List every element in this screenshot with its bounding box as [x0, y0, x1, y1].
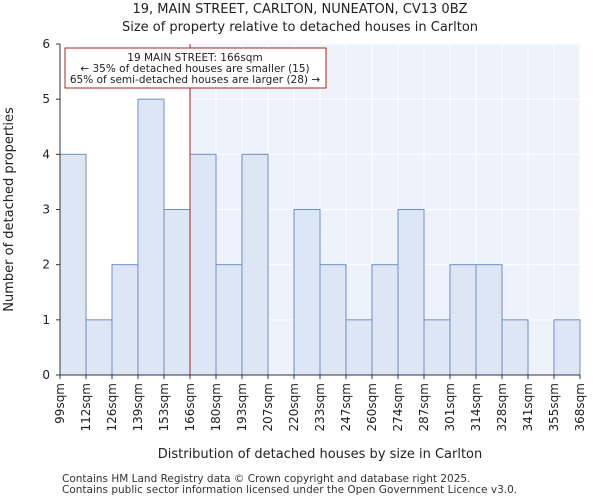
- bar-274sqm: [397, 209, 425, 376]
- x-tick-label-193sqm: 193sqm: [235, 383, 249, 431]
- x-tick-label-328sqm: 328sqm: [495, 383, 509, 431]
- y-tick-label-4: 4: [42, 147, 50, 161]
- bar-247sqm: [345, 319, 373, 376]
- bar-301sqm: [449, 264, 477, 376]
- x-tick-label-287sqm: 287sqm: [417, 383, 431, 431]
- x-tick-label-274sqm: 274sqm: [391, 383, 405, 431]
- annotation-line-3: 65% of semi-detached houses are larger (…: [70, 74, 321, 86]
- x-tick-label-301sqm: 301sqm: [443, 383, 457, 431]
- bar-99sqm: [59, 153, 87, 376]
- bar-180sqm: [215, 264, 243, 376]
- x-tick-label-368sqm: 368sqm: [573, 383, 587, 431]
- chart-subtitle: Size of property relative to detached ho…: [121, 20, 479, 35]
- x-tick-label-260sqm: 260sqm: [365, 383, 379, 431]
- y-tick-label-1: 1: [42, 313, 50, 327]
- bar-166sqm: [189, 153, 217, 376]
- y-axis-label: Number of detached properties: [2, 107, 17, 312]
- footer-line-2: Contains public sector information licen…: [62, 484, 518, 496]
- bar-139sqm: [137, 98, 165, 376]
- bar-126sqm: [111, 264, 139, 376]
- y-tick-label-0: 0: [42, 368, 50, 382]
- x-tick-label-220sqm: 220sqm: [287, 383, 301, 431]
- bar-220sqm: [293, 209, 321, 376]
- bar-314sqm: [475, 264, 503, 376]
- bar-260sqm: [371, 264, 399, 376]
- x-tick-label-112sqm: 112sqm: [79, 383, 93, 431]
- annotation-line-2: ← 35% of detached houses are smaller (15…: [80, 63, 309, 75]
- footer-line-1: Contains HM Land Registry data © Crown c…: [62, 473, 471, 485]
- annotation-box: 19 MAIN STREET: 166sqm ← 35% of detached…: [64, 47, 327, 89]
- x-tick-label-314sqm: 314sqm: [469, 383, 483, 431]
- x-tick-label-247sqm: 247sqm: [339, 383, 353, 431]
- chart-title: 19, MAIN STREET, CARLTON, NUNEATON, CV13…: [132, 2, 468, 17]
- y-tick-label-3: 3: [42, 203, 50, 217]
- y-tick-label-6: 6: [42, 37, 50, 51]
- x-tick-label-233sqm: 233sqm: [313, 383, 327, 431]
- bar-153sqm: [163, 209, 191, 376]
- x-tick-label-139sqm: 139sqm: [131, 383, 145, 431]
- bar-287sqm: [423, 319, 451, 376]
- bar-233sqm: [319, 264, 347, 376]
- x-tick-label-180sqm: 180sqm: [209, 383, 223, 431]
- annotation-line-1: 19 MAIN STREET: 166sqm: [127, 52, 262, 64]
- x-tick-label-153sqm: 153sqm: [157, 383, 171, 431]
- x-axis-label: Distribution of detached houses by size …: [158, 447, 483, 462]
- x-tick-label-166sqm: 166sqm: [183, 383, 197, 431]
- x-tick-label-355sqm: 355sqm: [547, 383, 561, 431]
- bar-112sqm: [85, 319, 113, 376]
- y-tick-label-5: 5: [42, 92, 50, 106]
- annotation-frame: [64, 47, 327, 89]
- y-ticks-group: 0 1 2 3 4 5 6: [42, 37, 60, 382]
- y-tick-label-2: 2: [42, 258, 50, 272]
- x-ticks-group: 99sqm 112sqm 126sqm 139sqm 153sqm 166sqm 180sq…: [53, 375, 587, 431]
- bars-group: [59, 98, 581, 376]
- bar-328sqm: [501, 319, 529, 376]
- x-tick-label-126sqm: 126sqm: [105, 383, 119, 431]
- x-tick-label-207sqm: 207sqm: [261, 383, 275, 431]
- bar-193sqm: [241, 153, 269, 376]
- x-tick-label-99sqm: 99sqm: [53, 383, 67, 424]
- x-tick-label-341sqm: 341sqm: [521, 383, 535, 431]
- bar-355sqm: [553, 319, 581, 376]
